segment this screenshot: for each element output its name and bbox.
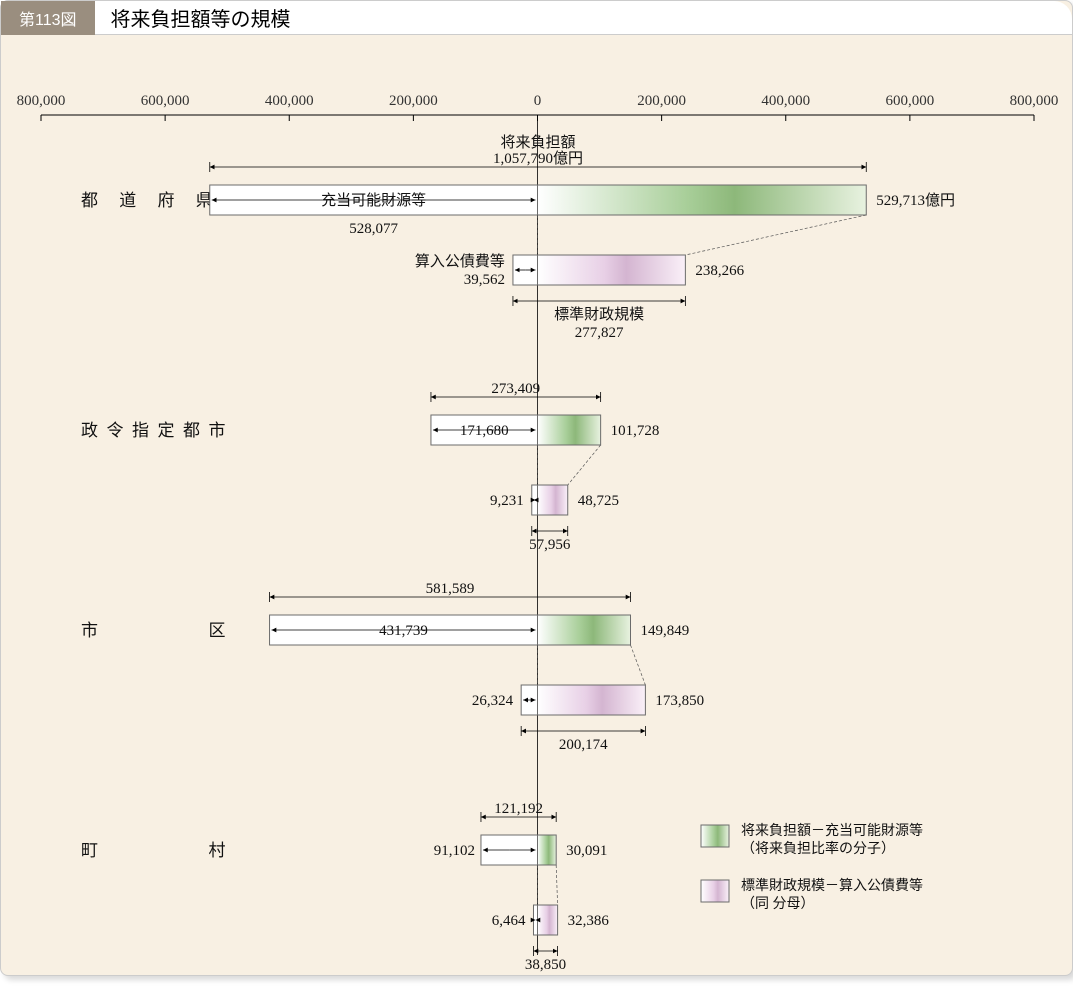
svg-text:57,956: 57,956 [529, 537, 571, 553]
svg-text:277,827: 277,827 [575, 325, 624, 341]
svg-text:200,000: 200,000 [637, 93, 686, 109]
svg-text:標準財政規模－算入公債費等: 標準財政規模－算入公債費等 [741, 877, 923, 894]
svg-text:充当可能財源等: 充当可能財源等 [321, 191, 426, 209]
chart-area: 800,000 600,000 400,000 200,000 0 200,000 400,… [1, 35, 1072, 975]
svg-text:200,174: 200,174 [559, 737, 608, 753]
svg-text:528,077: 528,077 [349, 221, 398, 237]
svg-text:将来負担額－充当可能財源等: 将来負担額－充当可能財源等 [741, 822, 923, 839]
svg-text:将来負担額: 将来負担額 [500, 134, 575, 151]
svg-text:算入公債費等: 算入公債費等 [415, 252, 505, 270]
figure-number-tag: 第113図 [1, 1, 95, 35]
svg-text:91,102: 91,102 [434, 843, 475, 859]
svg-text:30,091: 30,091 [566, 843, 607, 859]
svg-text:38,850: 38,850 [525, 957, 566, 973]
svg-text:581,589: 581,589 [426, 581, 475, 597]
svg-text:9,231: 9,231 [490, 493, 524, 509]
svg-text:173,850: 173,850 [655, 693, 704, 709]
svg-text:（将来負担比率の分子）: （将来負担比率の分子） [741, 840, 895, 857]
svg-text:431,739: 431,739 [379, 623, 428, 639]
svg-text:171,680: 171,680 [460, 423, 509, 439]
svg-text:6,464: 6,464 [492, 913, 526, 929]
svg-text:273,409: 273,409 [491, 381, 540, 397]
svg-text:800,000: 800,000 [17, 93, 66, 109]
svg-text:標準財政規模: 標準財政規模 [554, 306, 644, 323]
svg-text:1,057,790億円: 1,057,790億円 [493, 150, 583, 167]
svg-text:400,000: 400,000 [265, 93, 314, 109]
svg-text:101,728: 101,728 [611, 423, 660, 439]
svg-text:800,000: 800,000 [1010, 93, 1059, 109]
title-bar: 第113図 将来負担額等の規模 [1, 1, 1072, 35]
svg-text:400,000: 400,000 [761, 93, 810, 109]
svg-text:200,000: 200,000 [389, 93, 438, 109]
svg-text:（同 分母）: （同 分母） [741, 896, 815, 912]
svg-text:都 道 府 県: 都 道 府 県 [81, 191, 221, 210]
svg-text:政令指定都市: 政令指定都市 [81, 421, 234, 440]
svg-text:238,266: 238,266 [695, 263, 744, 279]
svg-text:町 村: 町 村 [81, 841, 234, 860]
svg-text:32,386: 32,386 [568, 913, 610, 929]
svg-text:48,725: 48,725 [578, 493, 619, 509]
svg-text:0: 0 [534, 93, 542, 109]
svg-text:市 区: 市 区 [81, 621, 234, 640]
svg-text:149,849: 149,849 [641, 623, 690, 639]
svg-text:121,192: 121,192 [494, 801, 543, 817]
svg-text:529,713億円: 529,713億円 [876, 192, 955, 209]
svg-text:600,000: 600,000 [886, 93, 935, 109]
chart-svg: 800,000 600,000 400,000 200,000 0 200,000 400,… [1, 35, 1073, 985]
figure-title: 将来負担額等の規模 [95, 1, 1072, 35]
svg-text:39,562: 39,562 [464, 272, 505, 288]
svg-text:600,000: 600,000 [141, 93, 190, 109]
figure-container: 第113図 将来負担額等の規模 800,000 600,000 400,000 200… [0, 0, 1073, 976]
svg-text:26,324: 26,324 [472, 693, 514, 709]
